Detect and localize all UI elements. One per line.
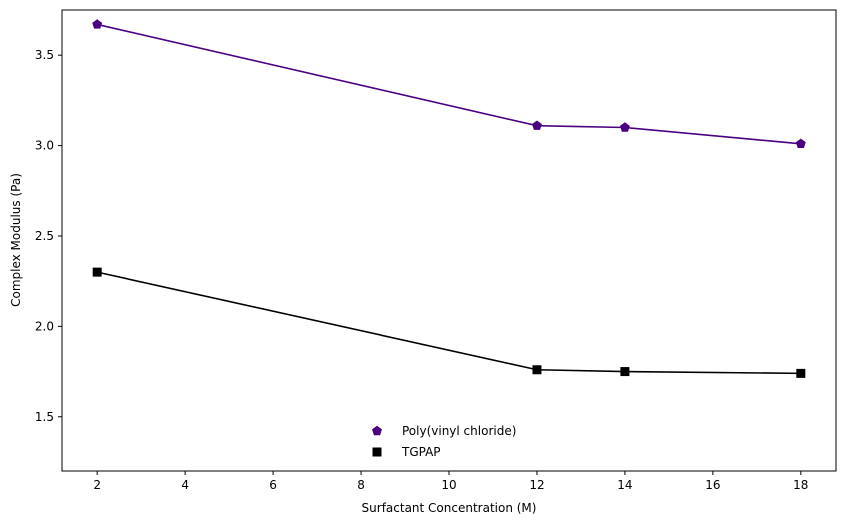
legend-item: Poly(vinyl chloride): [372, 424, 516, 438]
legend-marker: [372, 425, 382, 436]
y-tick-label: 3.0: [35, 139, 54, 153]
x-tick-label: 8: [357, 478, 365, 492]
x-axis-label: Surfactant Concentration (M): [362, 501, 537, 515]
y-tick-label: 1.5: [35, 410, 54, 424]
x-tick-label: 6: [269, 478, 277, 492]
plot-area: [61, 9, 837, 472]
x-tick-label: 2: [93, 478, 101, 492]
x-tick-label: 18: [793, 478, 808, 492]
series-1: [92, 267, 806, 378]
legend-label: TGPAP: [401, 445, 441, 459]
series-line: [97, 23, 801, 145]
x-tick-label: 12: [529, 478, 544, 492]
x-tick-label: 10: [441, 478, 456, 492]
data-point: [620, 367, 630, 377]
y-tick-label: 3.5: [35, 48, 54, 62]
y-tick-label: 2.0: [35, 319, 54, 333]
x-tick-label: 4: [181, 478, 189, 492]
data-point: [795, 138, 806, 148]
x-tick-label: 14: [617, 478, 632, 492]
series-0: [92, 19, 806, 148]
legend-marker: [372, 447, 382, 457]
legend: Poly(vinyl chloride) TGPAP: [372, 424, 516, 459]
series-line: [97, 271, 801, 375]
data-point: [532, 120, 542, 130]
y-axis-label: Complex Modulus (Pa): [9, 173, 23, 307]
y-tick-label: 2.5: [35, 229, 54, 243]
data-point: [796, 368, 806, 378]
x-tick-label: 16: [705, 478, 720, 492]
data-point: [92, 19, 103, 29]
data-point: [532, 365, 542, 375]
legend-item: TGPAP: [372, 445, 441, 459]
legend-label: Poly(vinyl chloride): [402, 424, 516, 438]
data-point: [92, 267, 102, 277]
data-point: [619, 122, 630, 132]
